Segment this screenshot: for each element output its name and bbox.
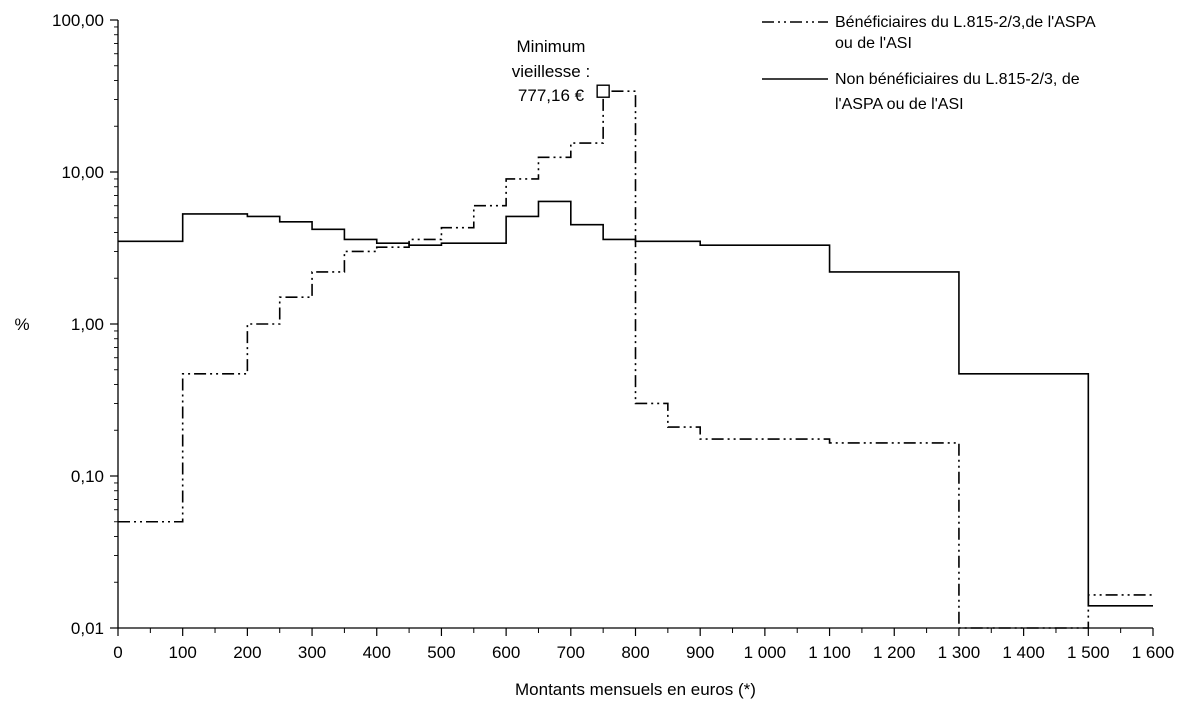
series-layer: [118, 90, 1153, 629]
legend-label-1: ou de l'ASI: [835, 35, 912, 52]
x-tick-label: 1 400: [1002, 643, 1045, 662]
series-line-2: [118, 200, 1153, 607]
annotation-layer: Minimum vieillesse : 777,16 €: [512, 37, 610, 105]
y-tick-label: 1,00: [71, 315, 104, 334]
x-tick-label: 1 000: [744, 643, 787, 662]
y-axis-title: %: [14, 315, 29, 334]
annotation-text-line: Minimum: [517, 37, 586, 56]
annotation-marker: [596, 84, 610, 98]
y-tick-label: 100,00: [52, 11, 104, 30]
legend-label-1: Bénéficiaires du L.815-2/3,de l'ASPA: [835, 14, 1096, 31]
legend-label-2: Non bénéficiaires du L.815-2/3, de: [835, 71, 1080, 88]
series-line-1: [118, 90, 1153, 629]
x-tick-label: 1 200: [873, 643, 916, 662]
x-tick-label: 1 100: [808, 643, 851, 662]
x-tick-label: 1 600: [1132, 643, 1175, 662]
x-tick-label: 500: [427, 643, 455, 662]
y-tick-label: 0,01: [71, 619, 104, 638]
annotation-text-line: 777,16 €: [518, 86, 585, 105]
legend-label-2: l'ASPA ou de l'ASI: [835, 96, 964, 113]
legend: Bénéficiaires du L.815-2/3,de l'ASPA ou d…: [762, 14, 1096, 113]
annotation-text-line: vieillesse :: [512, 62, 590, 81]
x-axis-title: Montants mensuels en euros (*): [515, 680, 756, 699]
y-tick-label: 0,10: [71, 467, 104, 486]
x-tick-label: 1 300: [938, 643, 981, 662]
x-tick-label: 300: [298, 643, 326, 662]
axes: 0 100 200 300 400 500 600 700 800 900 1 000 1 100 1 …: [14, 11, 1174, 699]
x-tick-label: 100: [169, 643, 197, 662]
x-tick-label: 700: [557, 643, 585, 662]
x-tick-label: 600: [492, 643, 520, 662]
x-tick-label: 800: [621, 643, 649, 662]
x-tick-label: 1 500: [1067, 643, 1110, 662]
y-tick-label: 10,00: [61, 163, 104, 182]
x-tick-label: 900: [686, 643, 714, 662]
x-tick-label: 400: [363, 643, 391, 662]
x-tick-label: 200: [233, 643, 261, 662]
x-tick-label: 0: [113, 643, 122, 662]
